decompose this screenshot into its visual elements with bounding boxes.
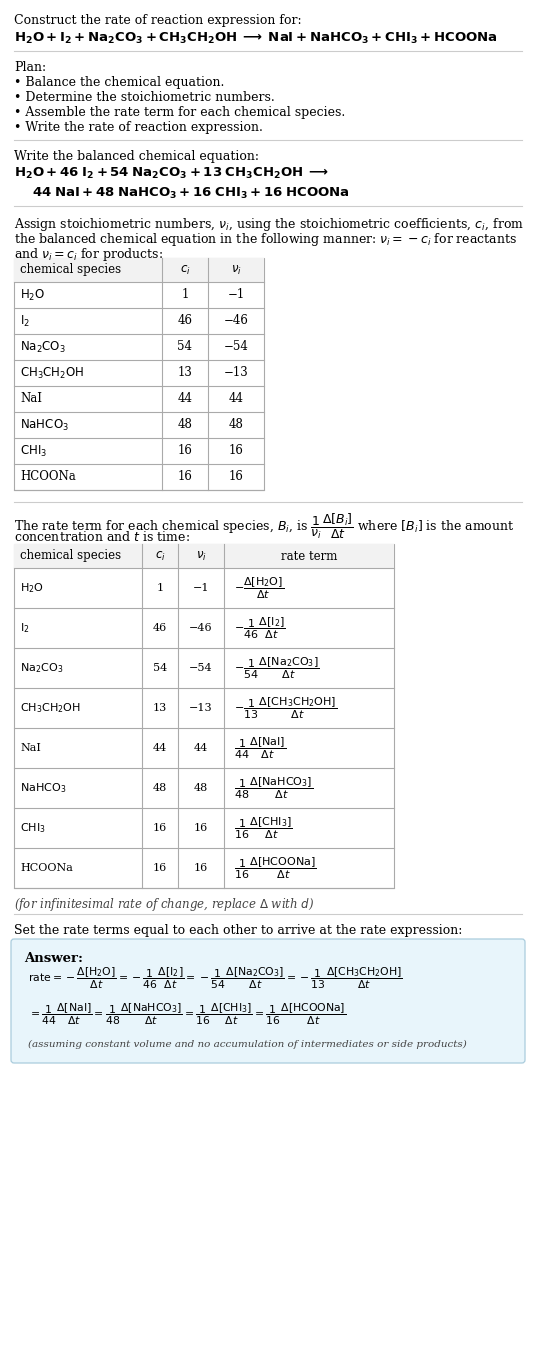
Text: 16: 16 bbox=[153, 823, 167, 832]
Text: HCOONa: HCOONa bbox=[20, 471, 76, 484]
Text: $c_i$: $c_i$ bbox=[155, 549, 165, 563]
Text: $\mathrm{Na_2CO_3}$: $\mathrm{Na_2CO_3}$ bbox=[20, 340, 66, 355]
Text: $\dfrac{1}{16}\dfrac{\Delta[\mathrm{HCOONa}]}{\Delta t}$: $\dfrac{1}{16}\dfrac{\Delta[\mathrm{HCOO… bbox=[234, 855, 317, 881]
Text: • Write the rate of reaction expression.: • Write the rate of reaction expression. bbox=[14, 121, 263, 135]
Text: chemical species: chemical species bbox=[20, 264, 121, 276]
Text: chemical species: chemical species bbox=[20, 549, 121, 563]
Text: −46: −46 bbox=[189, 623, 213, 632]
Text: and $\nu_i = c_i$ for products:: and $\nu_i = c_i$ for products: bbox=[14, 246, 163, 262]
Text: 46: 46 bbox=[177, 314, 192, 328]
Text: 16: 16 bbox=[194, 823, 208, 832]
Text: $-\dfrac{1}{46}\dfrac{\Delta[\mathrm{I_2}]}{\Delta t}$: $-\dfrac{1}{46}\dfrac{\Delta[\mathrm{I_2… bbox=[234, 615, 286, 641]
Text: $\mathrm{Na_2CO_3}$: $\mathrm{Na_2CO_3}$ bbox=[20, 661, 63, 675]
Text: $\mathrm{H_2O}$: $\mathrm{H_2O}$ bbox=[20, 287, 45, 302]
Text: Write the balanced chemical equation:: Write the balanced chemical equation: bbox=[14, 150, 259, 163]
Text: 1: 1 bbox=[181, 288, 189, 302]
Text: $\mathrm{CH_3CH_2OH}$: $\mathrm{CH_3CH_2OH}$ bbox=[20, 702, 81, 715]
Text: 16: 16 bbox=[177, 445, 192, 457]
Text: concentration and $t$ is time:: concentration and $t$ is time: bbox=[14, 530, 190, 544]
Text: $-\dfrac{1}{13}\dfrac{\Delta[\mathrm{CH_3CH_2OH}]}{\Delta t}$: $-\dfrac{1}{13}\dfrac{\Delta[\mathrm{CH_… bbox=[234, 695, 337, 721]
Text: $\mathrm{H_2O}$: $\mathrm{H_2O}$ bbox=[20, 581, 44, 594]
Text: 44: 44 bbox=[228, 393, 243, 405]
Text: NaI: NaI bbox=[20, 743, 41, 753]
Bar bbox=[14, 544, 394, 568]
Text: The rate term for each chemical species, $B_i$, is $\dfrac{1}{\nu_i}\dfrac{\Delt: The rate term for each chemical species,… bbox=[14, 511, 515, 541]
Text: 44: 44 bbox=[177, 393, 192, 405]
Text: (for infinitesimal rate of change, replace $\Delta$ with $d$): (for infinitesimal rate of change, repla… bbox=[14, 896, 314, 913]
Text: −13: −13 bbox=[189, 703, 213, 713]
Bar bbox=[14, 544, 394, 888]
Text: 13: 13 bbox=[177, 366, 192, 379]
Text: $\nu_i$: $\nu_i$ bbox=[196, 549, 206, 563]
Text: (assuming constant volume and no accumulation of intermediates or side products): (assuming constant volume and no accumul… bbox=[28, 1040, 467, 1049]
Text: 16: 16 bbox=[177, 471, 192, 484]
Text: $\mathrm{CHI_3}$: $\mathrm{CHI_3}$ bbox=[20, 443, 47, 458]
Text: $c_i$: $c_i$ bbox=[180, 264, 190, 276]
Text: −54: −54 bbox=[224, 340, 249, 354]
Text: $\mathrm{I_2}$: $\mathrm{I_2}$ bbox=[20, 622, 29, 635]
Text: HCOONa: HCOONa bbox=[20, 864, 73, 873]
Text: $\mathbf{H_2O + 46\;I_2 + 54\;Na_2CO_3 + 13\;CH_3CH_2OH \;\longrightarrow}$: $\mathbf{H_2O + 46\;I_2 + 54\;Na_2CO_3 +… bbox=[14, 166, 329, 181]
Text: −46: −46 bbox=[224, 314, 249, 328]
Text: $\mathrm{CHI_3}$: $\mathrm{CHI_3}$ bbox=[20, 821, 46, 835]
Text: 46: 46 bbox=[153, 623, 167, 632]
Text: $-\dfrac{\Delta[\mathrm{H_2O}]}{\Delta t}$: $-\dfrac{\Delta[\mathrm{H_2O}]}{\Delta t… bbox=[234, 575, 284, 601]
Text: 48: 48 bbox=[194, 783, 208, 793]
FancyBboxPatch shape bbox=[11, 938, 525, 1064]
Bar bbox=[14, 258, 264, 490]
Text: 16: 16 bbox=[228, 445, 243, 457]
Text: 48: 48 bbox=[153, 783, 167, 793]
Text: $\mathrm{CH_3CH_2OH}$: $\mathrm{CH_3CH_2OH}$ bbox=[20, 366, 84, 381]
Text: • Assemble the rate term for each chemical species.: • Assemble the rate term for each chemic… bbox=[14, 106, 345, 120]
Text: 54: 54 bbox=[177, 340, 192, 354]
Text: $\dfrac{1}{16}\dfrac{\Delta[\mathrm{CHI_3}]}{\Delta t}$: $\dfrac{1}{16}\dfrac{\Delta[\mathrm{CHI_… bbox=[234, 815, 293, 840]
Text: −1: −1 bbox=[193, 583, 209, 593]
Text: $\nu_i$: $\nu_i$ bbox=[230, 264, 241, 276]
Text: $\mathrm{I_2}$: $\mathrm{I_2}$ bbox=[20, 313, 30, 329]
Text: $= \dfrac{1}{44}\dfrac{\Delta[\mathrm{NaI}]}{\Delta t} = \dfrac{1}{48}\dfrac{\De: $= \dfrac{1}{44}\dfrac{\Delta[\mathrm{Na… bbox=[28, 1001, 346, 1027]
Text: Plan:: Plan: bbox=[14, 61, 46, 73]
Text: $\dfrac{1}{48}\dfrac{\Delta[\mathrm{NaHCO_3}]}{\Delta t}$: $\dfrac{1}{48}\dfrac{\Delta[\mathrm{NaHC… bbox=[234, 775, 313, 801]
Text: the balanced chemical equation in the following manner: $\nu_i = -c_i$ for react: the balanced chemical equation in the fo… bbox=[14, 231, 517, 248]
Text: 13: 13 bbox=[153, 703, 167, 713]
Bar bbox=[14, 258, 264, 282]
Text: 1: 1 bbox=[157, 583, 163, 593]
Text: $\mathrm{rate} = -\dfrac{\Delta[\mathrm{H_2O}]}{\Delta t} = -\dfrac{1}{46}\dfrac: $\mathrm{rate} = -\dfrac{\Delta[\mathrm{… bbox=[28, 966, 403, 990]
Text: 54: 54 bbox=[153, 664, 167, 673]
Text: 48: 48 bbox=[228, 419, 243, 431]
Text: 44: 44 bbox=[194, 743, 208, 753]
Text: • Determine the stoichiometric numbers.: • Determine the stoichiometric numbers. bbox=[14, 91, 275, 103]
Text: Construct the rate of reaction expression for:: Construct the rate of reaction expressio… bbox=[14, 14, 302, 27]
Text: Set the rate terms equal to each other to arrive at the rate expression:: Set the rate terms equal to each other t… bbox=[14, 923, 463, 937]
Text: $\mathrm{NaHCO_3}$: $\mathrm{NaHCO_3}$ bbox=[20, 418, 69, 432]
Text: $\dfrac{1}{44}\dfrac{\Delta[\mathrm{NaI}]}{\Delta t}$: $\dfrac{1}{44}\dfrac{\Delta[\mathrm{NaI}… bbox=[234, 736, 286, 760]
Text: −1: −1 bbox=[227, 288, 244, 302]
Text: Assign stoichiometric numbers, $\nu_i$, using the stoichiometric coefficients, $: Assign stoichiometric numbers, $\nu_i$, … bbox=[14, 216, 524, 233]
Text: $\mathbf{H_2O + I_2 + Na_2CO_3 + CH_3CH_2OH}$$\mathbf{\;\longrightarrow\; NaI + : $\mathbf{H_2O + I_2 + Na_2CO_3 + CH_3CH_… bbox=[14, 31, 498, 46]
Text: −13: −13 bbox=[224, 366, 248, 379]
Text: 16: 16 bbox=[228, 471, 243, 484]
Text: rate term: rate term bbox=[281, 549, 337, 563]
Text: 16: 16 bbox=[153, 864, 167, 873]
Text: 48: 48 bbox=[177, 419, 192, 431]
Text: 16: 16 bbox=[194, 864, 208, 873]
Text: $-\dfrac{1}{54}\dfrac{\Delta[\mathrm{Na_2CO_3}]}{\Delta t}$: $-\dfrac{1}{54}\dfrac{\Delta[\mathrm{Na_… bbox=[234, 656, 319, 681]
Text: $\mathrm{NaHCO_3}$: $\mathrm{NaHCO_3}$ bbox=[20, 781, 66, 794]
Text: NaI: NaI bbox=[20, 393, 42, 405]
Text: • Balance the chemical equation.: • Balance the chemical equation. bbox=[14, 76, 225, 88]
Text: 44: 44 bbox=[153, 743, 167, 753]
Text: $\mathbf{44\;NaI + 48\;NaHCO_3 + 16\;CHI_3 + 16\;HCOONa}$: $\mathbf{44\;NaI + 48\;NaHCO_3 + 16\;CHI… bbox=[32, 186, 350, 201]
Text: −54: −54 bbox=[189, 664, 213, 673]
Text: Answer:: Answer: bbox=[24, 952, 83, 966]
